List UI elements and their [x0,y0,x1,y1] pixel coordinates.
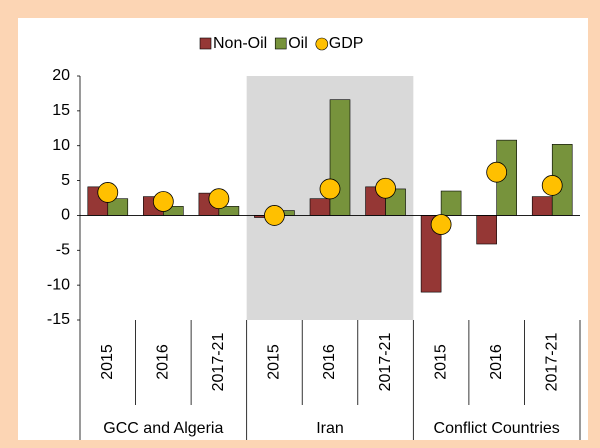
group-label: GCC and Algeria [103,420,223,437]
legend-swatch [274,37,287,50]
bar [476,215,497,245]
gdp-marker [430,214,452,235]
legend-label: GDP [329,35,364,52]
gdp-marker [208,188,230,210]
legend-label: Non-Oil [213,35,267,52]
x-tick-label: 2015 [266,344,283,380]
legend-swatch [199,37,212,50]
gdp-marker [264,205,285,226]
x-tick-label: 2017-21 [377,333,394,392]
x-tick-label: 2016 [155,344,172,380]
x-tick-label: 2016 [321,344,338,380]
x-tick-label: 2015 [99,344,116,380]
bar [531,196,553,216]
y-tick-label: 0 [61,207,70,224]
gdp-marker [319,178,341,200]
y-tick-label: 10 [52,137,70,154]
gdp-marker [486,161,508,183]
bar [440,190,462,216]
y-tick-label: -5 [56,242,70,259]
y-tick-label: -15 [47,311,70,328]
gdp-marker [152,191,174,212]
x-tick-label: 2015 [432,344,449,380]
legend-swatch [315,37,329,51]
bar [309,198,331,216]
x-tick-label: 2017-21 [210,333,227,392]
y-tick-label: 5 [61,172,70,189]
x-tick-label: 2017-21 [543,333,560,392]
y-tick-label: 15 [52,102,70,119]
gdp-marker [97,182,119,203]
group-label: Conflict Countries [434,420,560,437]
gdp-marker [375,177,396,199]
group-label: Iran [316,420,344,437]
y-tick-label: -10 [47,276,70,293]
legend-label: Oil [288,35,308,52]
gdp-marker [541,175,563,196]
x-tick-label: 2016 [488,344,505,380]
y-tick-label: 20 [52,67,70,84]
